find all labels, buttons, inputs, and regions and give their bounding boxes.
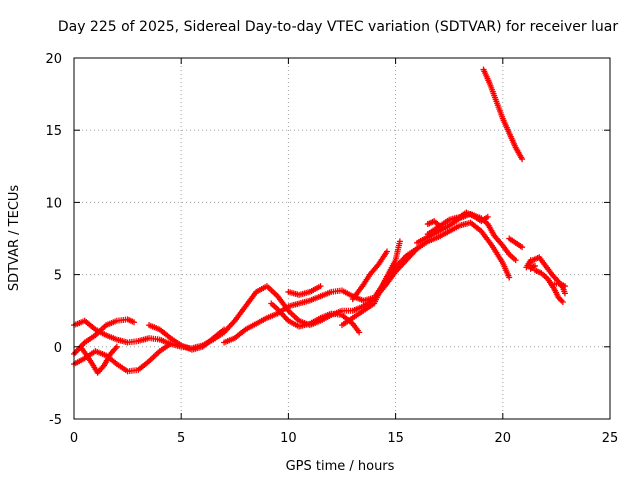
series-track-10 [349, 248, 391, 303]
data-point [414, 245, 421, 252]
series-track-3 [71, 340, 174, 375]
x-tick-label: 0 [70, 431, 78, 446]
x-tick-label: 5 [177, 431, 185, 446]
chart-title: Day 225 of 2025, Sidereal Day-to-day VTE… [58, 19, 619, 35]
series-track-5 [146, 322, 228, 353]
x-tick-label: 25 [602, 431, 619, 446]
y-tick-label: 20 [45, 52, 62, 67]
series-track-4 [77, 343, 120, 376]
series-track-13 [424, 218, 444, 230]
data-point [384, 248, 391, 255]
data-point [131, 319, 138, 326]
x-tick-label: 15 [387, 431, 404, 446]
data-point [561, 290, 568, 297]
plot-frame [73, 57, 611, 420]
data-point [519, 244, 526, 251]
data-point [317, 283, 324, 290]
x-axis-label: GPS time / hours [286, 459, 395, 474]
data-point [561, 283, 568, 290]
axis-ticks [73, 57, 611, 420]
data-point [559, 299, 566, 306]
series-track-8 [285, 283, 324, 298]
series-track-16 [531, 267, 566, 306]
data-point [512, 257, 519, 264]
data-point [356, 329, 363, 336]
x-tick-label: 20 [495, 431, 512, 446]
y-tick-label: 0 [54, 341, 62, 356]
data-point [167, 340, 174, 347]
series-track-9 [339, 238, 403, 329]
series-track-12 [424, 209, 491, 238]
data-point [221, 326, 228, 333]
series-track-14 [506, 235, 526, 251]
data-point [506, 274, 513, 281]
series-track-2 [71, 316, 138, 358]
data-point [484, 213, 491, 220]
series-track-15 [529, 254, 568, 297]
y-tick-label: 10 [45, 196, 62, 211]
series-track-7 [268, 300, 363, 336]
y-tick-label: 15 [45, 124, 62, 139]
x-tick-labels: 0 5 10 15 20 25 [70, 431, 618, 446]
series-track-18 [549, 280, 568, 290]
data-point [396, 238, 403, 245]
x-tick-label: 10 [280, 431, 297, 446]
data-point [519, 156, 526, 163]
y-tick-labels: -5 0 5 10 15 20 [45, 52, 62, 428]
data-points [71, 66, 568, 376]
y-tick-label: 5 [54, 269, 62, 284]
data-point [437, 223, 444, 230]
y-axis-label: SDTVAR / TECUs [7, 185, 22, 292]
data-point [113, 343, 120, 350]
series-track-19 [480, 66, 526, 163]
data-point [531, 262, 538, 269]
y-tick-label: -5 [49, 413, 62, 428]
series-track-17 [523, 257, 538, 272]
